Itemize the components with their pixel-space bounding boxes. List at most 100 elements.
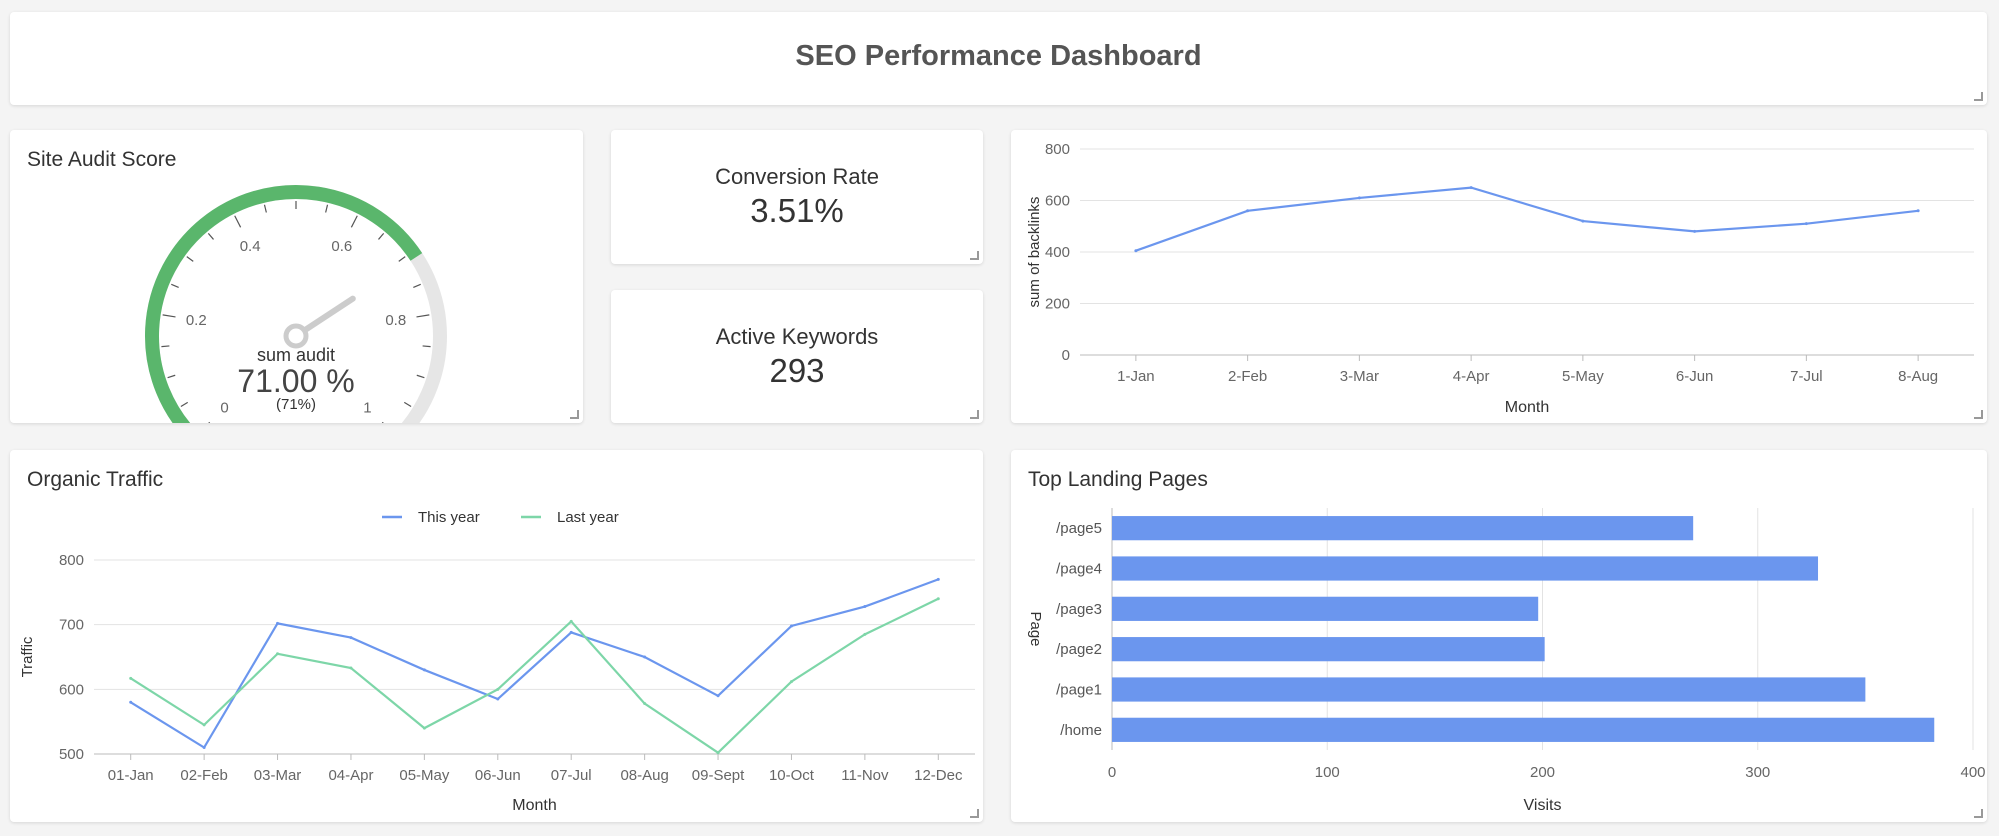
data-point [569, 619, 573, 623]
data-point [863, 632, 867, 636]
data-point [349, 666, 353, 670]
x-tick-label: 8-Aug [1898, 368, 1938, 385]
resize-handle[interactable] [570, 410, 579, 419]
x-tick-label: 01-Jan [108, 767, 154, 784]
gauge-label: sum audit [257, 345, 335, 365]
gauge-tick [416, 314, 430, 318]
gauge-sub-value: (71%) [276, 396, 316, 413]
data-point [276, 652, 280, 656]
organic-traffic-chart: 500 600 700 800 01-Jan 02-Feb 03-Mar 04-Apr 05-M… [19, 509, 975, 814]
data-point [1581, 219, 1585, 223]
resize-handle[interactable] [1974, 92, 1983, 101]
x-tick-label: 07-Jul [551, 767, 592, 784]
backlinks-chart-panel: 0 200 400 600 800 1-Jan 2-Feb 3-Mar 4-Apr 5-May 6-… [1011, 130, 1987, 423]
x-tick-label: 1-Jan [1117, 368, 1155, 385]
x-tick-label: 2-Feb [1228, 368, 1267, 385]
data-point [936, 577, 940, 581]
x-tick-label: 300 [1745, 764, 1770, 781]
data-point [1134, 249, 1138, 253]
data-point [789, 624, 793, 628]
data-point [789, 680, 793, 684]
y-tick-label: 500 [59, 746, 84, 763]
conversion-rate-label: Conversion Rate [715, 164, 879, 189]
gauge-tick [403, 401, 412, 408]
gauge-tick [413, 283, 421, 288]
organic-traffic-panel: Organic Traffic 500 600 700 800 01-Jan 02-Feb… [10, 450, 983, 822]
x-axis-label: Visits [1524, 797, 1562, 814]
resize-handle[interactable] [970, 251, 979, 260]
data-point [1246, 209, 1250, 213]
gauge-tick [381, 421, 384, 423]
data-point [1804, 222, 1808, 226]
site-audit-title: Site Audit Score [27, 148, 177, 171]
gauge-tick-label: 0.8 [385, 312, 406, 329]
y-tick-label: /page3 [1056, 601, 1102, 618]
x-tick-label: 3-Mar [1340, 368, 1379, 385]
data-point [422, 668, 426, 672]
y-axis-label: sum of backlinks [1026, 197, 1043, 308]
y-tick-label: 800 [59, 552, 84, 569]
gauge-fill [145, 185, 423, 423]
site-audit-gauge: 0 0.2 0.4 0.6 0.8 1 sum audit 71.00 % (71%) [145, 185, 447, 423]
gauge-tick-label: 0.6 [331, 238, 352, 255]
data-point [1357, 196, 1361, 200]
y-axis-label: Page [1027, 611, 1044, 646]
data-point [569, 630, 573, 634]
backlinks-chart: 0 200 400 600 800 1-Jan 2-Feb 3-Mar 4-Apr 5-May 6-… [1026, 141, 1974, 416]
site-audit-panel: Site Audit Score 0 0.2 0.4 0.6 0.8 1 sum audi… [10, 130, 583, 423]
data-point [202, 746, 206, 750]
x-tick-label: 0 [1108, 764, 1116, 781]
bar [1112, 677, 1866, 702]
gauge-tick [378, 232, 385, 240]
y-tick-label: /page5 [1056, 520, 1102, 537]
y-tick-label: /page1 [1056, 682, 1102, 699]
y-axis-label: Traffic [19, 636, 36, 677]
x-tick-label: 04-Apr [328, 767, 373, 784]
data-point [496, 697, 500, 701]
y-tick-label: 200 [1045, 296, 1070, 313]
series-line [1135, 186, 1919, 252]
x-tick-label: 03-Mar [254, 767, 302, 784]
gauge-tick [416, 374, 425, 379]
x-tick-label: 12-Dec [914, 767, 963, 784]
data-point [129, 700, 133, 704]
x-tick-label: 7-Jul [1790, 368, 1823, 385]
gauge-tick [325, 204, 329, 213]
data-point [643, 655, 647, 659]
x-axis-label: Month [512, 797, 556, 814]
gauge-tick-labels: 0 0.2 0.4 0.6 0.8 1 [186, 238, 406, 416]
x-tick-label: 5-May [1562, 368, 1604, 385]
resize-handle[interactable] [970, 809, 979, 818]
resize-handle[interactable] [1974, 809, 1983, 818]
gauge-needle [303, 295, 356, 333]
x-tick-label: 06-Jun [475, 767, 521, 784]
gauge-tick [350, 215, 358, 228]
resize-handle[interactable] [1974, 410, 1983, 419]
y-tick-label: 0 [1062, 347, 1070, 364]
data-point [276, 621, 280, 625]
bar [1112, 637, 1545, 662]
gauge-tick-label: 0.2 [186, 312, 207, 329]
x-tick-label: 11-Nov [841, 767, 889, 784]
resize-handle[interactable] [970, 410, 979, 419]
y-tick-label: 400 [1045, 244, 1070, 261]
gauge-tick [180, 401, 189, 408]
y-tick-label: /page2 [1056, 641, 1102, 658]
x-tick-label: 100 [1315, 764, 1340, 781]
data-point [1469, 186, 1473, 190]
gauge-tick [263, 204, 267, 213]
data-point [496, 687, 500, 691]
gauge-tick [162, 314, 176, 318]
x-tick-label: 4-Apr [1453, 368, 1490, 385]
legend-label: Last year [557, 509, 619, 526]
gauge-tick [167, 374, 176, 379]
gauge-tick [234, 215, 242, 228]
data-point [643, 702, 647, 706]
data-point [1693, 229, 1697, 233]
gauge-tick [208, 421, 211, 423]
gauge-value: 71.00 % [237, 363, 354, 399]
legend-label: This year [418, 509, 480, 526]
gauge-tick [186, 256, 194, 262]
data-point [349, 636, 353, 640]
data-point [129, 676, 133, 680]
